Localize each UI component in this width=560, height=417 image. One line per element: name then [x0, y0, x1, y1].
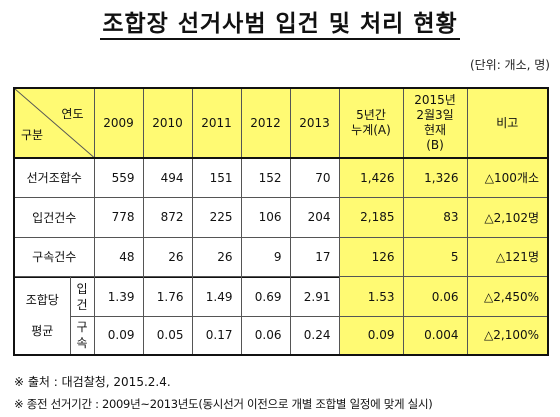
table-cell: 9 — [240, 236, 291, 278]
table-cell: 48 — [93, 236, 144, 278]
sub-label-char: 건 — [76, 297, 88, 312]
table-cell: 0.09 — [93, 316, 144, 355]
header-current-line4: (B) — [426, 138, 444, 152]
header-total-line2: 누계(A) — [351, 123, 391, 137]
current-cell: 0.06 — [402, 276, 468, 317]
avg-sub-label: 구 속 — [69, 316, 95, 355]
table-cell: 26 — [191, 236, 242, 278]
table-row: 구속건수 48 26 26 9 17 126 5 △121명 — [13, 236, 549, 278]
table-cell: 778 — [93, 196, 144, 238]
header-year-2009: 2009 — [93, 87, 144, 159]
avg-sub-label: 입 건 — [69, 276, 95, 317]
total-cell: 2,185 — [338, 196, 404, 238]
row-label: 입건건수 — [13, 196, 95, 238]
table-cell: 0.06 — [240, 316, 291, 355]
unit-note: (단위: 개소, 명) — [469, 58, 550, 72]
table-cell: 1.39 — [93, 276, 144, 317]
total-cell: 126 — [338, 236, 404, 278]
avg-group-label: 조합당 평균 — [13, 276, 71, 355]
current-cell: 5 — [402, 236, 468, 278]
total-cell: 1,426 — [338, 157, 404, 198]
table-row: 선거조합수 559 494 151 152 70 1,426 1,326 △10… — [13, 157, 549, 198]
table-row: 구 속 0.09 0.05 0.17 0.06 0.24 0.09 0.004 … — [14, 316, 549, 355]
remark-cell: △100개소 — [466, 157, 549, 198]
total-cell: 0.09 — [338, 316, 404, 355]
diagonal-line — [15, 89, 94, 157]
table-row: 조합당 평균 입 건 1.39 1.76 1.49 0.69 2.91 1.53… — [13, 276, 549, 355]
table-cell: 0.69 — [240, 276, 291, 317]
header-remarks: 비고 — [466, 87, 549, 159]
remark-cell: △2,102명 — [466, 196, 549, 238]
table-cell: 17 — [289, 236, 340, 278]
table-cell: 106 — [240, 196, 291, 238]
header-year-2010: 2010 — [142, 87, 193, 159]
current-cell: 1,326 — [402, 157, 468, 198]
table-cell: 151 — [191, 157, 242, 198]
note-period: ※ 종전 선거기간 : 2009년~2013년도(동시선거 이전으로 개별 조합… — [14, 397, 433, 411]
current-cell: 0.004 — [402, 316, 468, 355]
header-current: 2015년 2월3일 현재 (B) — [402, 87, 468, 159]
table-cell: 1.76 — [142, 276, 193, 317]
table-cell: 70 — [289, 157, 340, 198]
page-title: 조합장 선거사범 입건 및 처리 현황 — [0, 4, 560, 40]
note-source: ※ 출처 : 대검찰청, 2015.2.4. — [14, 375, 171, 389]
remark-cell: △2,450% — [466, 276, 549, 317]
table-cell: 225 — [191, 196, 242, 238]
avg-label-line2: 평균 — [31, 324, 54, 339]
header-year-2011: 2011 — [191, 87, 242, 159]
header-total-line1: 5년간 — [356, 108, 386, 122]
row-label: 선거조합수 — [13, 157, 95, 198]
header-current-line3: 현재 — [423, 123, 447, 137]
table-cell: 0.24 — [289, 316, 340, 355]
table-cell: 152 — [240, 157, 291, 198]
status-table: 연도 구분 2009 2010 2011 2012 2013 5년간 누계(A)… — [13, 87, 549, 278]
header-year-2013: 2013 — [289, 87, 340, 159]
table-cell: 1.49 — [191, 276, 242, 317]
remark-cell: △2,100% — [466, 316, 549, 355]
total-cell: 1.53 — [338, 276, 404, 317]
table-row: 입건건수 778 872 225 106 204 2,185 83 △2,102… — [13, 196, 549, 238]
current-cell: 83 — [402, 196, 468, 238]
table-cell: 872 — [142, 196, 193, 238]
table-cell: 26 — [142, 236, 193, 278]
header-corner-year: 연도 — [61, 107, 84, 121]
average-table: 조합당 평균 입 건 1.39 1.76 1.49 0.69 2.91 1.53… — [13, 276, 549, 356]
table-cell: 204 — [289, 196, 340, 238]
remark-cell: △121명 — [466, 236, 549, 278]
table-cell: 559 — [93, 157, 144, 198]
table-cell: 0.05 — [142, 316, 193, 355]
header-total-5yr: 5년간 누계(A) — [338, 87, 404, 159]
page-title-text: 조합장 선거사범 입건 및 처리 현황 — [100, 11, 460, 40]
sub-label-char: 속 — [76, 336, 88, 351]
table-cell: 0.17 — [191, 316, 242, 355]
table-cell: 2.91 — [289, 276, 340, 317]
header-year-2012: 2012 — [240, 87, 291, 159]
table-cell: 494 — [142, 157, 193, 198]
header-corner-category: 구분 — [21, 128, 44, 142]
row-label: 구속건수 — [13, 236, 95, 278]
sub-label-char: 구 — [76, 320, 88, 335]
header-row: 연도 구분 2009 2010 2011 2012 2013 5년간 누계(A)… — [13, 87, 549, 159]
header-current-line1: 2015년 — [414, 93, 456, 107]
avg-label-line1: 조합당 — [25, 293, 59, 308]
sub-label-char: 입 — [76, 281, 88, 296]
header-corner-cell: 연도 구분 — [13, 87, 95, 159]
header-current-line2: 2월3일 — [416, 108, 454, 122]
